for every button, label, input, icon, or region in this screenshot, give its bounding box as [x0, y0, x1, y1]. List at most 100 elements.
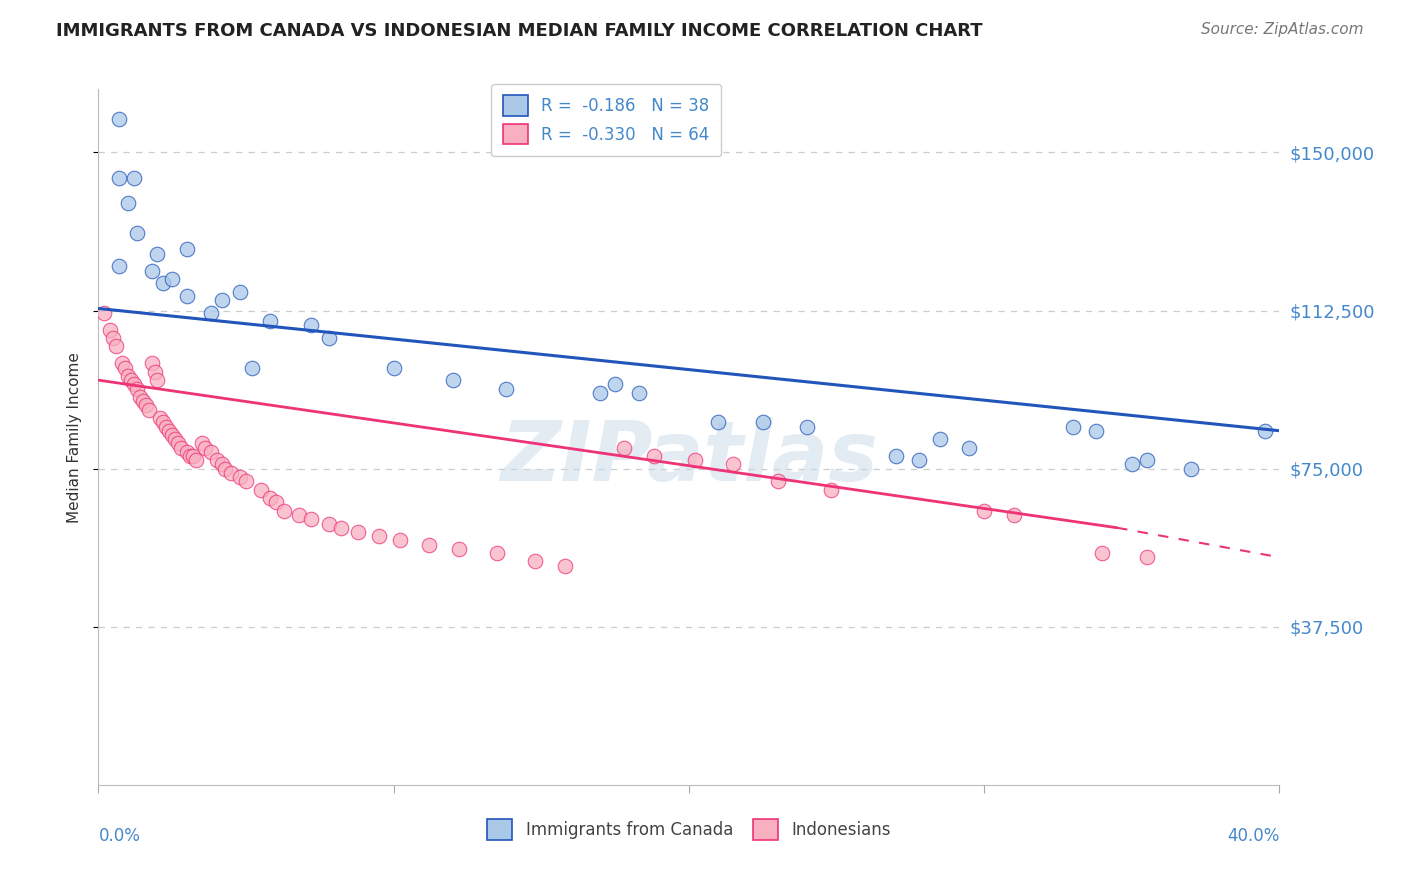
Point [122, 377, 145, 392]
Point [929, 432, 952, 446]
Point [486, 546, 509, 560]
Point [146, 373, 169, 387]
Point [125, 382, 148, 396]
Point [122, 170, 145, 185]
Text: IMMIGRANTS FROM CANADA VS INDONESIAN MEDIAN FAMILY INCOME CORRELATION CHART: IMMIGRANTS FROM CANADA VS INDONESIAN MED… [56, 22, 983, 40]
Y-axis label: Median Family Income: Median Family Income [67, 351, 83, 523]
Point [170, 441, 193, 455]
Point [114, 360, 136, 375]
Point [264, 495, 287, 509]
Point [613, 441, 636, 455]
Point [141, 263, 163, 277]
Point [135, 399, 157, 413]
Point [176, 289, 198, 303]
Point [221, 466, 243, 480]
Point [752, 415, 775, 429]
Point [418, 538, 440, 552]
Text: 0.0%: 0.0% [98, 827, 141, 845]
Point [211, 293, 233, 307]
Point [441, 373, 464, 387]
Point [820, 483, 842, 497]
Point [766, 475, 789, 489]
Point [229, 285, 252, 299]
Text: 40.0%: 40.0% [1227, 827, 1279, 845]
Point [105, 339, 128, 353]
Point [128, 390, 150, 404]
Point [120, 373, 142, 387]
Point [447, 541, 470, 556]
Point [1002, 508, 1025, 522]
Point [132, 394, 155, 409]
Point [155, 419, 177, 434]
Point [117, 196, 139, 211]
Point [908, 453, 931, 467]
Point [108, 170, 131, 185]
Point [273, 504, 295, 518]
Point [167, 436, 190, 450]
Point [1121, 458, 1143, 472]
Point [627, 385, 650, 400]
Point [250, 483, 273, 497]
Point [143, 365, 166, 379]
Point [93, 306, 115, 320]
Point [707, 415, 730, 429]
Point [200, 445, 222, 459]
Point [149, 411, 172, 425]
Point [146, 246, 169, 260]
Point [288, 508, 311, 522]
Point [388, 533, 411, 548]
Point [1136, 453, 1159, 467]
Point [165, 432, 187, 446]
Point [141, 356, 163, 370]
Point [959, 441, 981, 455]
Point [152, 276, 174, 290]
Point [138, 402, 160, 417]
Point [214, 461, 236, 475]
Point [382, 360, 405, 375]
Point [495, 382, 517, 396]
Point [157, 424, 180, 438]
Point [1091, 546, 1114, 560]
Point [191, 436, 214, 450]
Point [235, 475, 257, 489]
Point [103, 331, 125, 345]
Point [108, 260, 131, 274]
Point [184, 453, 207, 467]
Point [176, 445, 198, 459]
Point [796, 419, 818, 434]
Point [299, 512, 322, 526]
Point [973, 504, 995, 518]
Point [605, 377, 627, 392]
Point [329, 521, 352, 535]
Point [162, 272, 183, 286]
Point [162, 428, 183, 442]
Point [179, 449, 201, 463]
Point [347, 524, 370, 539]
Point [98, 322, 121, 336]
Point [1136, 550, 1159, 565]
Point [643, 449, 665, 463]
Point [211, 458, 233, 472]
Point [1180, 461, 1202, 475]
Point [723, 458, 745, 472]
Point [259, 314, 281, 328]
Point [111, 356, 134, 370]
Point [524, 554, 547, 568]
Point [181, 449, 204, 463]
Text: Source: ZipAtlas.com: Source: ZipAtlas.com [1201, 22, 1364, 37]
Point [176, 243, 198, 257]
Point [299, 318, 322, 333]
Point [117, 368, 139, 383]
Point [108, 112, 131, 126]
Point [318, 331, 340, 345]
Legend: Immigrants from Canada, Indonesians: Immigrants from Canada, Indonesians [481, 813, 897, 847]
Point [125, 226, 148, 240]
Point [1254, 424, 1277, 438]
Point [884, 449, 907, 463]
Text: ZIPatlas: ZIPatlas [501, 417, 877, 499]
Point [589, 385, 612, 400]
Point [194, 441, 217, 455]
Point [205, 453, 228, 467]
Point [229, 470, 252, 484]
Point [368, 529, 391, 543]
